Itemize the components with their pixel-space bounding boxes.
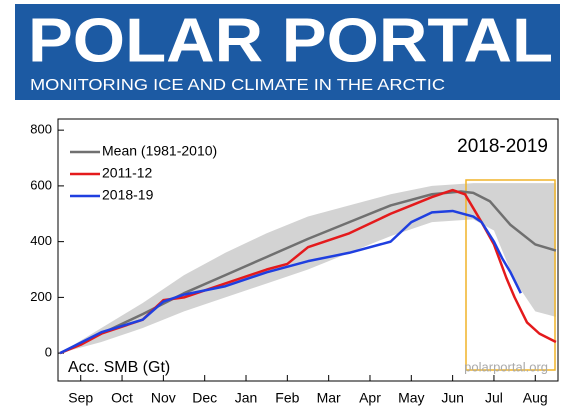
chart-title: 2018-2019	[457, 136, 548, 157]
x-tick-label: Mar	[317, 390, 341, 406]
header-title: POLAR PORTAL	[28, 6, 553, 75]
x-tick-label: Nov	[151, 390, 176, 406]
y-axis-label: Acc. SMB (Gt)	[68, 359, 170, 376]
x-tick-label: Jul	[485, 390, 503, 406]
x-tick-label: Jun	[441, 390, 464, 406]
y-tick-label: 200	[30, 289, 52, 304]
x-tick-label: Oct	[111, 390, 133, 406]
highlight-box	[465, 179, 556, 371]
legend-label: 2018-19	[102, 187, 154, 203]
x-tick-label: Sep	[68, 390, 93, 406]
series-line	[59, 190, 557, 355]
x-tick-label: Aug	[523, 390, 548, 406]
y-tick-label: 0	[45, 345, 52, 360]
legend-label: Mean (1981-2010)	[102, 143, 217, 159]
x-tick-label: Jan	[235, 390, 258, 406]
header-subtitle: MONITORING ICE AND CLIMATE IN THE ARCTIC	[30, 77, 445, 94]
range-band	[60, 183, 556, 354]
plot-frame	[57, 118, 559, 382]
x-tick-label: Apr	[359, 390, 381, 406]
y-tick-label: 600	[30, 177, 52, 192]
y-tick-label: 400	[30, 233, 52, 248]
header-banner	[15, 4, 560, 100]
x-tick-label: Feb	[275, 390, 299, 406]
x-tick-label: Dec	[192, 390, 217, 406]
x-tick-label: May	[398, 390, 424, 406]
series-line	[59, 209, 522, 355]
source-label: polarportal.org	[464, 359, 548, 374]
legend-label: 2011-12	[102, 165, 153, 181]
y-tick-label: 800	[30, 122, 52, 137]
